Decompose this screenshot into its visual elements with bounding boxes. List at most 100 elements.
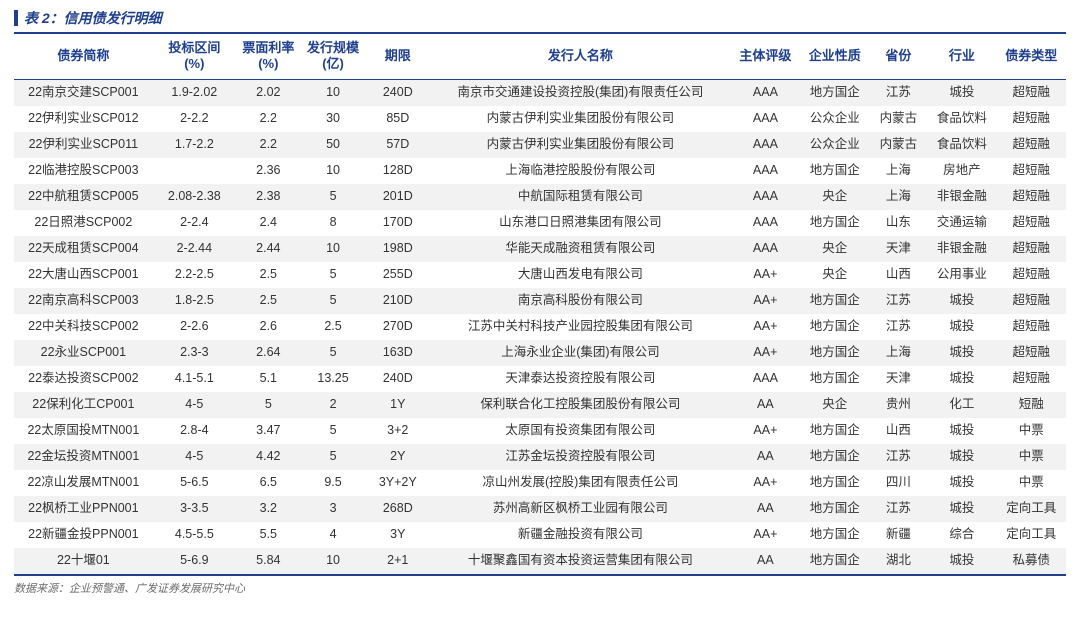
cell: 凉山州发展(控股)集团有限责任公司 (430, 470, 731, 496)
cell: 内蒙古 (869, 132, 927, 158)
cell: AAA (731, 236, 800, 262)
cell: 22大唐山西SCP001 (14, 262, 153, 288)
cell: 4.5-5.5 (153, 522, 236, 548)
cell: 城投 (927, 366, 996, 392)
cell: 163D (365, 340, 430, 366)
cell: 内蒙古伊利实业集团股份有限公司 (430, 106, 731, 132)
cell: 地方国企 (800, 522, 869, 548)
cell: 非银金融 (927, 184, 996, 210)
cell: 地方国企 (800, 314, 869, 340)
cell: 2.02 (236, 79, 301, 106)
cell: 22伊利实业SCP012 (14, 106, 153, 132)
cell: AAA (731, 158, 800, 184)
cell: 22枫桥工业PPN001 (14, 496, 153, 522)
cell: 地方国企 (800, 340, 869, 366)
cell: 5-6.9 (153, 548, 236, 575)
cell: 城投 (927, 496, 996, 522)
bond-issuance-table: 债券简称投标区间 (%)票面利率 (%)发行规模 (亿)期限发行人名称主体评级企… (14, 32, 1066, 576)
cell: 2.8-4 (153, 418, 236, 444)
cell: 22中关科技SCP002 (14, 314, 153, 340)
cell: AA+ (731, 522, 800, 548)
cell: 超短融 (997, 106, 1066, 132)
cell: 超短融 (997, 340, 1066, 366)
table-row: 22新疆金投PPN0014.5-5.55.543Y新疆金融投资有限公司AA+地方… (14, 522, 1066, 548)
cell: 山东 (869, 210, 927, 236)
cell: 城投 (927, 444, 996, 470)
cell: 22泰达投资SCP002 (14, 366, 153, 392)
cell: 超短融 (997, 236, 1066, 262)
table-row: 22金坛投资MTN0014-54.4252Y江苏金坛投资控股有限公司AA地方国企… (14, 444, 1066, 470)
cell: 上海临港控股股份有限公司 (430, 158, 731, 184)
cell: 公众企业 (800, 132, 869, 158)
cell: 22天成租赁SCP004 (14, 236, 153, 262)
table-row: 22南京交建SCP0011.9-2.022.0210240D南京市交通建设投资控… (14, 79, 1066, 106)
cell: AA+ (731, 288, 800, 314)
cell: 2.4 (236, 210, 301, 236)
col-header: 期限 (365, 33, 430, 79)
cell: 超短融 (997, 158, 1066, 184)
cell: 1.7-2.2 (153, 132, 236, 158)
cell: AA (731, 392, 800, 418)
cell: 170D (365, 210, 430, 236)
cell: 2.2-2.5 (153, 262, 236, 288)
cell: 57D (365, 132, 430, 158)
cell: 2.36 (236, 158, 301, 184)
table-row: 22凉山发展MTN0015-6.56.59.53Y+2Y凉山州发展(控股)集团有… (14, 470, 1066, 496)
cell: 2.2 (236, 132, 301, 158)
table-row: 22大唐山西SCP0012.2-2.52.55255D大唐山西发电有限公司AA+… (14, 262, 1066, 288)
cell: 保利联合化工控股集团股份有限公司 (430, 392, 731, 418)
cell: 新疆 (869, 522, 927, 548)
cell: 2.08-2.38 (153, 184, 236, 210)
cell: 地方国企 (800, 444, 869, 470)
cell: 天津泰达投资控股有限公司 (430, 366, 731, 392)
cell: 2-2.2 (153, 106, 236, 132)
cell: 城投 (927, 470, 996, 496)
cell: 超短融 (997, 262, 1066, 288)
cell: 地方国企 (800, 496, 869, 522)
cell: 9.5 (301, 470, 366, 496)
cell: 地方国企 (800, 418, 869, 444)
table-row: 22中航租赁SCP0052.08-2.382.385201D中航国际租赁有限公司… (14, 184, 1066, 210)
cell: 中票 (997, 470, 1066, 496)
cell: 6.5 (236, 470, 301, 496)
cell: 央企 (800, 262, 869, 288)
col-header: 行业 (927, 33, 996, 79)
cell: 超短融 (997, 288, 1066, 314)
cell: 江苏金坛投资控股有限公司 (430, 444, 731, 470)
cell: AA (731, 548, 800, 575)
cell: 上海 (869, 340, 927, 366)
cell: 公用事业 (927, 262, 996, 288)
cell: 2.5 (236, 288, 301, 314)
cell: 5-6.5 (153, 470, 236, 496)
cell: 私募债 (997, 548, 1066, 575)
cell: 中票 (997, 418, 1066, 444)
table-row: 22中关科技SCP0022-2.62.62.5270D江苏中关村科技产业园控股集… (14, 314, 1066, 340)
cell: 央企 (800, 236, 869, 262)
cell: 4-5 (153, 392, 236, 418)
data-source-footnote: 数据来源：企业预警通、广发证券发展研究中心 (14, 576, 1066, 596)
cell: 山西 (869, 262, 927, 288)
cell: 天津 (869, 236, 927, 262)
cell: 超短融 (997, 132, 1066, 158)
cell: 3-3.5 (153, 496, 236, 522)
cell: 城投 (927, 548, 996, 575)
cell: 10 (301, 158, 366, 184)
cell: 22新疆金投PPN001 (14, 522, 153, 548)
cell: 22永业SCP001 (14, 340, 153, 366)
cell: 240D (365, 366, 430, 392)
table-row: 22十堰015-6.95.84102+1十堰聚鑫国有资本投资运营集团有限公司AA… (14, 548, 1066, 575)
cell: 江苏 (869, 314, 927, 340)
cell: 22保利化工CP001 (14, 392, 153, 418)
cell: 食品饮料 (927, 132, 996, 158)
cell: 地方国企 (800, 158, 869, 184)
cell: 超短融 (997, 366, 1066, 392)
table-row: 22天成租赁SCP0042-2.442.4410198D华能天成融资租赁有限公司… (14, 236, 1066, 262)
cell: 天津 (869, 366, 927, 392)
cell: 4.1-5.1 (153, 366, 236, 392)
cell: 贵州 (869, 392, 927, 418)
cell: 城投 (927, 418, 996, 444)
cell: 四川 (869, 470, 927, 496)
cell: 22金坛投资MTN001 (14, 444, 153, 470)
cell: 3.47 (236, 418, 301, 444)
cell: 5.84 (236, 548, 301, 575)
